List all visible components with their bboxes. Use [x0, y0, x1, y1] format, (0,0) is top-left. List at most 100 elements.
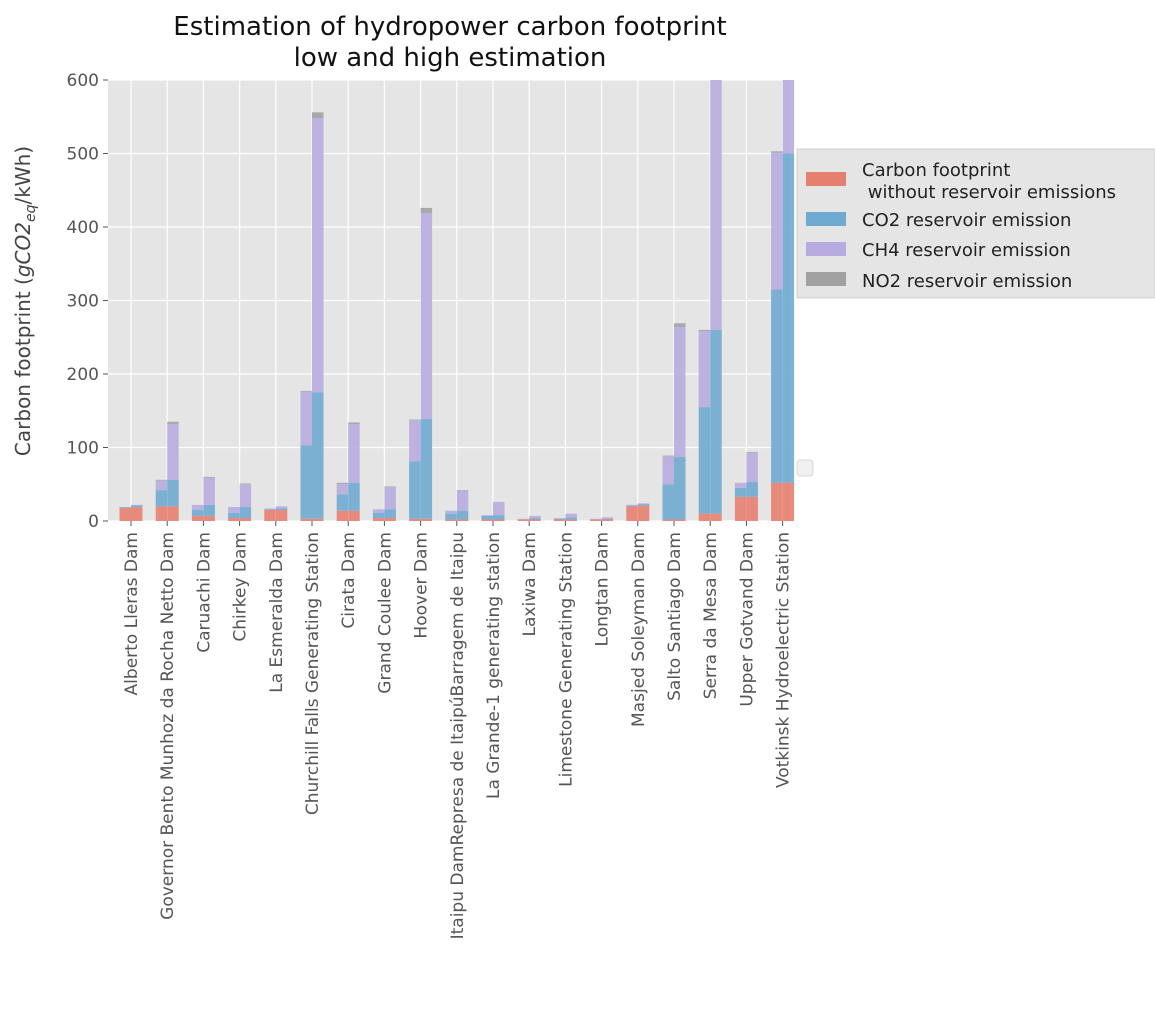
- bar-co2-high-12: [565, 517, 577, 520]
- bar-co2-low-12: [553, 518, 566, 520]
- bar-ch4-high-15: [674, 326, 686, 458]
- bar-carbon-low-7: [372, 518, 385, 521]
- bar-co2-low-18: [771, 289, 783, 483]
- bar-ch4-low-13: [590, 518, 602, 520]
- x-tick-label-0: Alberto Lleras Dam: [122, 532, 142, 695]
- bar-ch4-low-6: [336, 483, 349, 495]
- bar-ch4-low-15: [662, 456, 674, 485]
- y-tick-label-300: 300: [67, 292, 99, 312]
- bar-co2-low-0: [119, 507, 131, 508]
- bar-ch4-low-9: [445, 510, 457, 514]
- bar-co2-low-3: [228, 512, 240, 519]
- bar-co2-low-8: [409, 461, 421, 519]
- bar-no2-high-3: [239, 483, 252, 485]
- bar-ch4-high-16: [710, 80, 722, 330]
- bar-carbon-high-16: [710, 513, 722, 521]
- bar-ch4-low-17: [734, 482, 747, 488]
- x-tick-label-12: Limestone Generating Station: [556, 532, 576, 787]
- x-tick-label-2: Caruachi Dam: [194, 532, 214, 653]
- bar-ch4-high-3: [239, 484, 252, 508]
- bar-co2-high-17: [746, 482, 758, 497]
- bar-co2-high-4: [275, 508, 288, 510]
- bar-no2-high-7: [384, 486, 396, 488]
- bar-co2-high-9: [456, 510, 469, 520]
- bar-carbon-low-18: [771, 482, 783, 521]
- bar-carbon-low-10: [481, 519, 493, 521]
- bar-co2-high-3: [239, 507, 252, 519]
- bar-carbon-high-9: [456, 519, 469, 521]
- bar-carbon-low-16: [698, 513, 711, 521]
- bar-ch4-high-18: [782, 80, 795, 154]
- bar-ch4-high-12: [565, 513, 577, 518]
- bar-no2-high-8: [420, 207, 433, 214]
- legend-label-ch4: CH4 reservoir emission: [862, 240, 1071, 261]
- bar-ch4-high-13: [601, 517, 614, 519]
- bar-no2-high-2: [203, 476, 215, 478]
- bar-co2-high-2: [203, 504, 215, 516]
- bar-ch4-high-17: [746, 452, 758, 483]
- bar-no2-high-15: [674, 323, 686, 327]
- bar-co2-high-7: [384, 509, 396, 519]
- chart-subtitle: low and high estimation: [294, 43, 607, 73]
- chart-title: Estimation of hydropower carbon footprin…: [173, 12, 726, 42]
- bar-carbon-high-10: [493, 519, 505, 521]
- bar-co2-low-10: [481, 515, 493, 520]
- bar-carbon-low-3: [228, 518, 240, 521]
- bar-ch4-low-8: [409, 420, 421, 462]
- bar-carbon-high-2: [203, 515, 215, 521]
- bar-carbon-low-9: [445, 519, 457, 521]
- bar-ch4-high-11: [529, 515, 541, 519]
- bar-carbon-high-11: [529, 519, 541, 521]
- bar-carbon-high-7: [384, 518, 396, 521]
- bar-no2-low-15: [662, 455, 674, 457]
- bar-ch4-high-14: [637, 503, 650, 505]
- bar-carbon-high-17: [746, 496, 758, 521]
- y-axis-label-italic: gCO2: [11, 222, 35, 277]
- bar-co2-low-1: [155, 490, 168, 507]
- x-tick-label-6: Cirata Dam: [339, 532, 359, 629]
- bar-carbon-high-4: [275, 509, 288, 521]
- bar-carbon-high-5: [312, 518, 324, 521]
- x-tick-label-14: Masjed Soleyman Dam: [629, 532, 649, 727]
- bar-ch4-low-10: [481, 515, 493, 516]
- bar-no2-low-16: [698, 329, 711, 332]
- bar-co2-low-17: [734, 487, 747, 497]
- bar-ch4-low-18: [771, 152, 783, 290]
- bar-co2-high-18: [782, 153, 795, 483]
- bar-co2-low-2: [191, 509, 204, 516]
- bar-no2-high-6: [348, 422, 360, 424]
- bar-ch4-high-9: [456, 490, 469, 511]
- bar-ch4-high-2: [203, 477, 215, 505]
- bar-carbon-low-8: [409, 518, 421, 521]
- bar-no2-low-5: [300, 390, 312, 392]
- bar-co2-high-13: [601, 518, 614, 520]
- y-axis-label: Carbon footprint (gCO2eq/kWh): [11, 146, 39, 456]
- x-tick-label-17: Upper Gotvand Dam: [737, 532, 757, 707]
- bar-no2-high-5: [312, 112, 324, 119]
- bar-carbon-high-13: [601, 519, 614, 521]
- y-tick-label-200: 200: [67, 365, 99, 385]
- bar-co2-low-9: [445, 513, 457, 520]
- bar-co2-high-16: [710, 329, 722, 514]
- y-axis-label-prefix: Carbon footprint (: [11, 277, 35, 456]
- bar-ch4-high-10: [493, 501, 505, 516]
- bar-no2-low-1: [155, 479, 168, 481]
- y-axis-ticks: 0 100 200 300 400 500 600: [67, 71, 108, 532]
- x-tick-label-11: Laxiwa Dam: [520, 532, 540, 636]
- bar-carbon-low-4: [264, 509, 276, 521]
- y-tick-label-500: 500: [67, 145, 99, 165]
- bar-carbon-low-15: [662, 519, 674, 521]
- bar-ch4-high-4: [275, 506, 288, 509]
- bar-ch4-low-4: [264, 508, 276, 510]
- x-tick-label-4: La Esmeralda Dam: [267, 532, 287, 693]
- bar-carbon-high-12: [565, 519, 577, 521]
- bar-carbon-high-6: [348, 510, 360, 521]
- bar-carbon-low-11: [517, 519, 530, 521]
- bar-ch4-high-1: [167, 423, 179, 480]
- bar-co2-low-4: [264, 509, 276, 510]
- bar-co2-high-1: [167, 479, 179, 507]
- x-tick-label-3: Chirkey Dam: [231, 532, 251, 642]
- bar-no2-high-9: [456, 490, 469, 491]
- bar-ch4-high-7: [384, 487, 396, 510]
